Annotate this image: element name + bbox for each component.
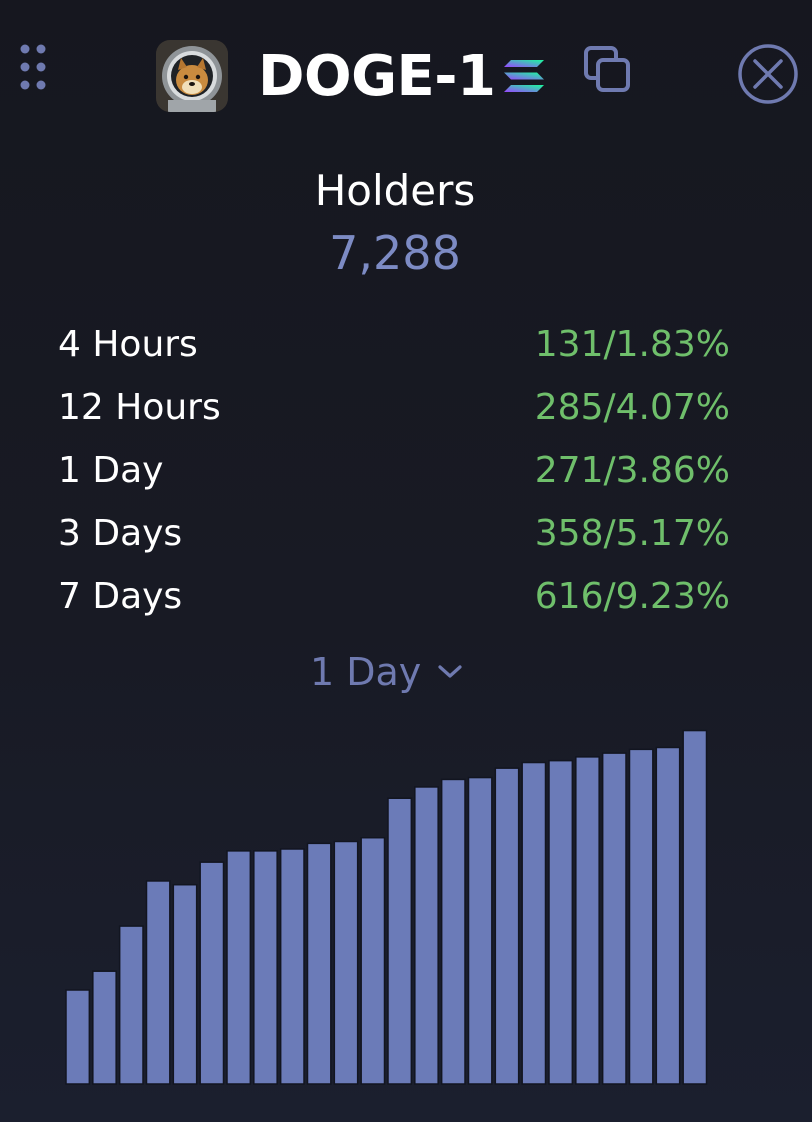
time-range-selected: 1 Day bbox=[310, 650, 422, 694]
stat-value: 285/4.07% bbox=[534, 387, 730, 428]
chart-bar bbox=[279, 848, 305, 1085]
chart-bar bbox=[467, 776, 493, 1085]
chart-bar bbox=[414, 786, 439, 1085]
holder-change-stats: 4 Hours 131/1.83% 12 Hours 285/4.07% 1 D… bbox=[58, 316, 730, 631]
chart-bar bbox=[494, 767, 520, 1085]
stat-value: 271/3.86% bbox=[534, 450, 730, 491]
chart-bar bbox=[575, 756, 600, 1085]
stat-value: 616/9.23% bbox=[534, 576, 730, 617]
chart-bar bbox=[253, 850, 278, 1085]
chart-bar bbox=[118, 925, 144, 1085]
stat-label: 4 Hours bbox=[58, 324, 198, 365]
close-icon[interactable] bbox=[736, 42, 800, 106]
stat-row-7d: 7 Days 616/9.23% bbox=[58, 568, 730, 631]
chart-bar bbox=[226, 850, 252, 1085]
chart-bar bbox=[387, 797, 413, 1085]
chart-bar bbox=[65, 989, 91, 1085]
chart-bar bbox=[682, 729, 708, 1085]
solana-icon bbox=[502, 56, 546, 96]
copy-icon[interactable] bbox=[582, 44, 634, 96]
time-range-dropdown[interactable]: 1 Day bbox=[310, 644, 465, 700]
chart-bar bbox=[440, 778, 466, 1085]
chart-bar bbox=[655, 746, 681, 1085]
chart-bar bbox=[172, 883, 198, 1085]
stat-value: 358/5.17% bbox=[534, 513, 730, 554]
header: DOGE-1 bbox=[0, 0, 812, 150]
doge-astronaut-logo bbox=[156, 40, 228, 112]
chart-bar bbox=[601, 752, 627, 1085]
drag-handle-icon[interactable] bbox=[18, 42, 50, 92]
stat-row-1d: 1 Day 271/3.86% bbox=[58, 442, 730, 505]
stat-row-4h: 4 Hours 131/1.83% bbox=[58, 316, 730, 379]
chart-bar bbox=[521, 761, 547, 1085]
stat-label: 12 Hours bbox=[58, 387, 221, 428]
token-symbol: DOGE-1 bbox=[258, 44, 496, 109]
chart-bar bbox=[145, 880, 171, 1085]
stat-value: 131/1.83% bbox=[534, 324, 730, 365]
holders-bar-chart bbox=[65, 729, 708, 1085]
token-logo bbox=[156, 40, 228, 112]
holders-title: Holders bbox=[314, 166, 476, 215]
chart-bar bbox=[199, 861, 225, 1085]
stat-label: 3 Days bbox=[58, 513, 183, 554]
chevron-down-icon bbox=[438, 665, 462, 678]
chart-bar bbox=[333, 840, 359, 1085]
stat-label: 7 Days bbox=[58, 576, 183, 617]
chart-bar bbox=[306, 842, 332, 1085]
chart-bar bbox=[628, 748, 654, 1085]
chart-bar bbox=[92, 970, 117, 1085]
chart-bar bbox=[548, 759, 574, 1085]
stat-label: 1 Day bbox=[58, 450, 164, 491]
stat-row-3d: 3 Days 358/5.17% bbox=[58, 505, 730, 568]
stat-row-12h: 12 Hours 285/4.07% bbox=[58, 379, 730, 442]
chart-bar bbox=[360, 836, 386, 1085]
holders-count: 7,288 bbox=[329, 226, 461, 280]
